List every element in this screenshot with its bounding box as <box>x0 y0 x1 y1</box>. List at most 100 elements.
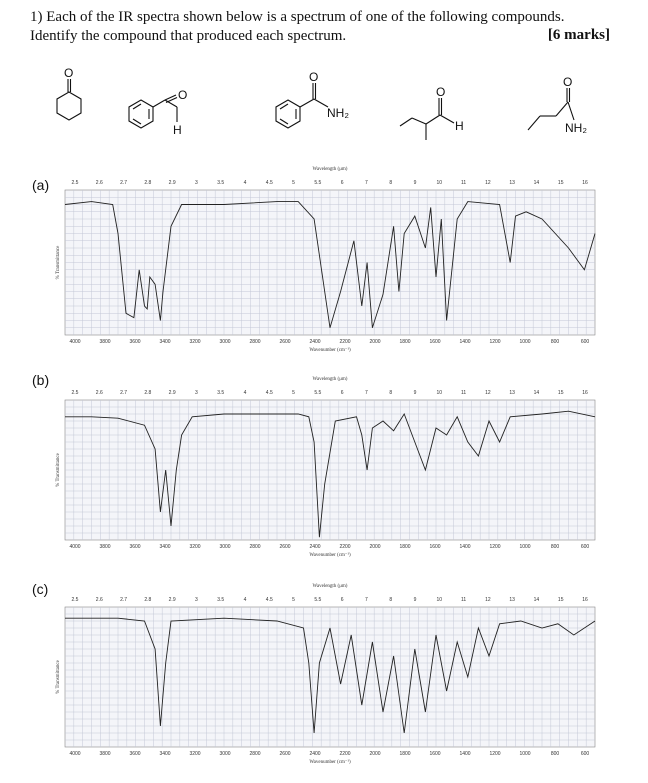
wavenumber-tick-label: 2000 <box>369 544 380 550</box>
wavelength-tick-label: 11 <box>461 390 466 396</box>
wavelength-tick-label: 5.5 <box>314 597 321 603</box>
wavenumber-tick-label: 2600 <box>279 751 290 757</box>
wavelength-tick-label: 3.5 <box>217 390 224 396</box>
spectrum-trace <box>64 201 596 328</box>
spectrum-b-label: (b) <box>32 372 50 388</box>
wavelength-tick-label: 8 <box>389 390 392 396</box>
propanamide-structure <box>527 88 575 131</box>
wavelength-tick-label: 16 <box>582 390 588 396</box>
wavelength-tick-label: 13 <box>509 597 515 603</box>
spectrum-trace <box>65 410 596 538</box>
wavelength-tick-label: 4.5 <box>266 180 273 186</box>
wavenumber-tick-label: 1400 <box>459 751 470 757</box>
wavenumber-tick-label: 4000 <box>69 751 80 757</box>
wavelength-tick-label: 5 <box>292 390 295 396</box>
benzamide-nh2: NH₂ <box>327 106 349 120</box>
wavenumber-tick-label: 1000 <box>519 751 530 757</box>
wavenumber-tick-label: 1800 <box>399 339 410 345</box>
methylbutanal-structure <box>399 98 455 140</box>
wavelength-tick-label: 9 <box>414 597 417 603</box>
wavenumber-tick-label: 600 <box>581 339 590 345</box>
wavenumber-tick-label: 3800 <box>99 751 110 757</box>
wavelength-tick-label: 3.5 <box>217 180 224 186</box>
spectrum-c-label: (c) <box>32 581 49 597</box>
wavelength-tick-label: 5 <box>292 180 295 186</box>
wavelength-tick-label: 16 <box>582 597 588 603</box>
spectrum-b: Wavelength (μm) 2.5 2.6 2.7 2.8 2.9 3 3.5 4 4.5 5 5… <box>55 370 603 570</box>
wavelength-tick-label: 2.9 <box>169 597 176 603</box>
wavenumber-tick-label: 2400 <box>309 544 320 550</box>
y-axis-title: % Transmittance <box>56 659 61 694</box>
wavenumber-tick-label: 2200 <box>339 544 350 550</box>
methylbutanal-hydrogen: H <box>455 119 464 133</box>
wavelength-tick-label: 3 <box>195 597 198 603</box>
wavelength-tick-label: 12 <box>485 390 491 396</box>
wavenumber-tick-label: 2200 <box>339 751 350 757</box>
wavenumber-tick-label: 3400 <box>159 339 170 345</box>
wavelength-tick-label: 15 <box>558 390 564 396</box>
wavelength-tick-label: 13 <box>509 390 515 396</box>
wavelength-tick-label: 2.9 <box>169 390 176 396</box>
wavenumber-tick-label: 4000 <box>69 544 80 550</box>
marks-label: [6 marks] <box>547 27 610 43</box>
spectrum-c: Wavelength (μm) 2.5 2.6 2.7 2.8 2.9 3 3.5 4 4.5 5 5… <box>55 577 603 777</box>
wavenumber-tick-label: 3000 <box>219 544 230 550</box>
wavenumber-tick-label: 2800 <box>249 751 260 757</box>
wavelength-tick-label: 2.6 <box>96 597 103 603</box>
wavelength-tick-label: 15 <box>558 597 564 603</box>
wavelength-tick-label: 2.7 <box>120 180 127 186</box>
wavelength-tick-label: 9 <box>414 180 417 186</box>
wavenumber-axis-title: Wavenumber (cm⁻¹) <box>309 552 351 558</box>
wavelength-tick-label: 3 <box>195 390 198 396</box>
question-line-2: Identify the compound that produced each… <box>30 28 347 44</box>
wavelength-tick-label: 11 <box>461 597 466 603</box>
wavenumber-tick-label: 3200 <box>189 751 200 757</box>
wavenumber-tick-label: 1800 <box>399 544 410 550</box>
wavelength-tick-label: 6 <box>341 390 344 396</box>
question-header: 1) Each of the IR spectra shown below is… <box>30 8 610 46</box>
benzaldehyde-oxygen: O <box>178 88 187 102</box>
wavenumber-tick-label: 600 <box>581 544 590 550</box>
methylbutanal-oxygen: O <box>436 85 445 99</box>
benzaldehyde-structure <box>128 94 178 129</box>
wavelength-tick-label: 3 <box>195 180 198 186</box>
wavelength-tick-label: 11 <box>461 180 466 186</box>
wavelength-tick-label: 14 <box>534 390 540 396</box>
wavenumber-tick-label: 800 <box>551 544 560 550</box>
wavenumber-tick-label: 3600 <box>129 544 140 550</box>
wavelength-tick-label: 10 <box>437 390 443 396</box>
wavelength-tick-label: 4 <box>244 180 247 186</box>
wavelength-tick-label: 2.5 <box>72 390 79 396</box>
spectrum-trace <box>65 617 596 734</box>
propanamide-nh2: NH₂ <box>565 121 587 135</box>
wavelength-tick-label: 4 <box>244 597 247 603</box>
wavelength-tick-label: 5 <box>292 597 295 603</box>
wavenumber-tick-label: 3000 <box>219 339 230 345</box>
question-line-1: 1) Each of the IR spectra shown below is… <box>30 9 565 25</box>
wavenumber-tick-label: 3800 <box>99 339 110 345</box>
wavenumber-tick-label: 3400 <box>159 544 170 550</box>
wavelength-axis-title: Wavelength (μm) <box>313 584 348 589</box>
wavenumber-tick-label: 2200 <box>339 339 350 345</box>
wavenumber-tick-label: 2400 <box>309 751 320 757</box>
cyclohexanone-oxygen: O <box>64 66 73 80</box>
wavelength-tick-label: 9 <box>414 390 417 396</box>
wavenumber-tick-label: 1200 <box>489 751 500 757</box>
wavelength-tick-label: 10 <box>437 180 443 186</box>
benzamide-oxygen: O <box>309 70 318 84</box>
compound-structures: O O H O NH₂ O H O NH₂ <box>0 62 648 162</box>
wavelength-tick-label: 16 <box>582 180 588 186</box>
wavenumber-tick-label: 1400 <box>459 544 470 550</box>
wavenumber-tick-label: 2400 <box>309 339 320 345</box>
wavenumber-tick-label: 2800 <box>249 544 260 550</box>
wavelength-tick-label: 2.9 <box>169 180 176 186</box>
wavelength-tick-label: 8 <box>389 597 392 603</box>
structures-svg: O O H O NH₂ O H O NH₂ <box>56 66 587 140</box>
wavelength-tick-label: 8 <box>389 180 392 186</box>
wavelength-tick-label: 12 <box>485 597 491 603</box>
wavelength-axis-title: Wavelength (μm) <box>313 167 348 172</box>
wavenumber-tick-label: 3000 <box>219 751 230 757</box>
y-axis-title: % Transmittance <box>56 245 61 280</box>
spectrum-a-label: (a) <box>32 177 50 193</box>
wavelength-tick-label: 13 <box>509 180 515 186</box>
